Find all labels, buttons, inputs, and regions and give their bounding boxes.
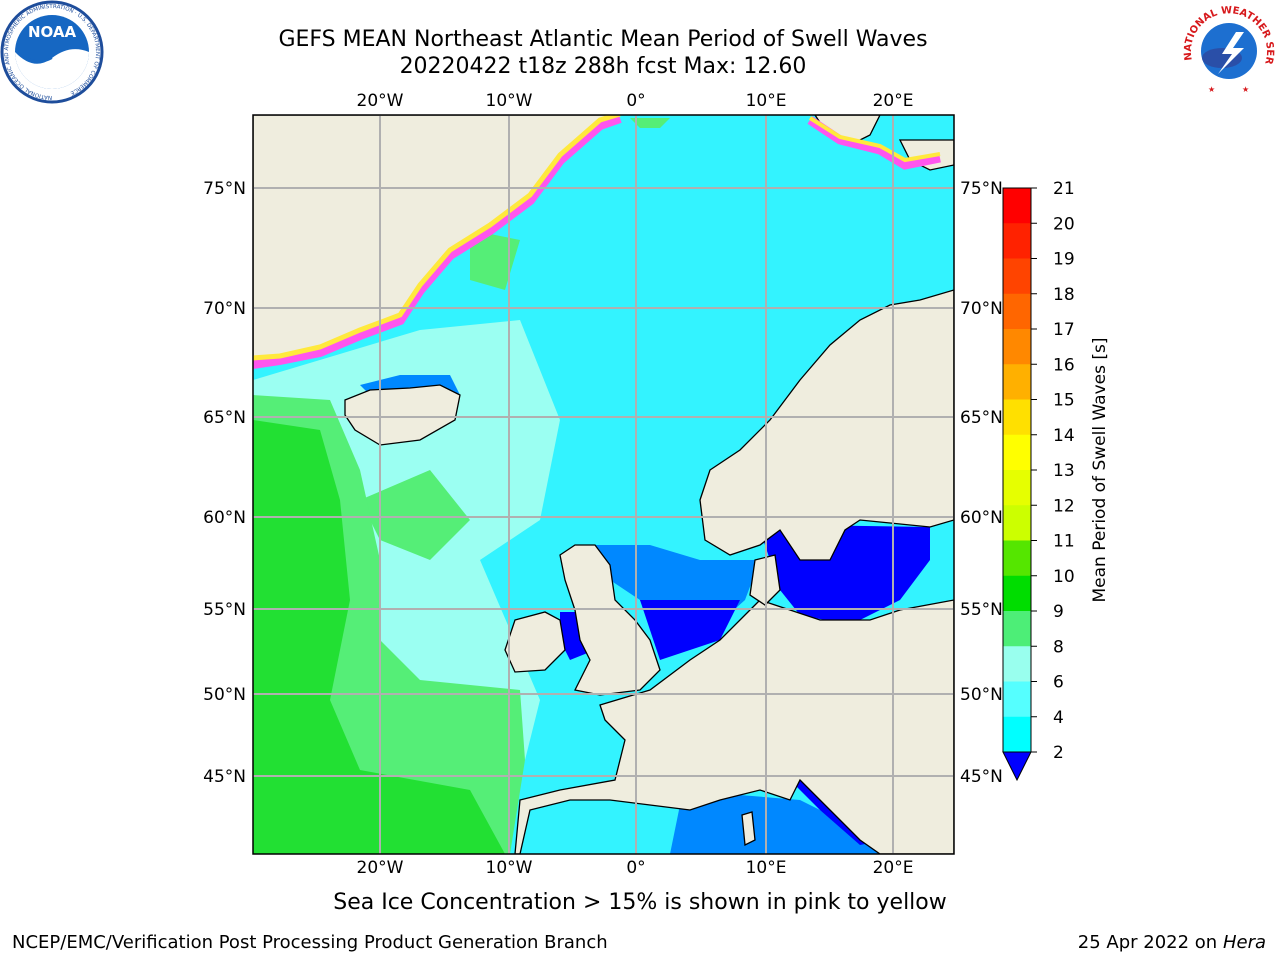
sea-ice-edge-svalbard (807, 116, 941, 170)
footer-credit: NCEP/EMC/Verification Post Processing Pr… (12, 932, 608, 953)
footer-machine: Hera (1222, 932, 1266, 953)
lon-label-top: 10°E (746, 91, 787, 111)
noaa-logo-text: NOAA (28, 23, 77, 41)
colorbar-tick-label: 19 (1053, 250, 1075, 270)
footer-date: 25 Apr 2022 on Hera (1078, 932, 1266, 953)
chart-title: GEFS MEAN Northeast Atlantic Mean Period… (278, 27, 928, 52)
lat-label-left: 55°N (203, 600, 246, 620)
colorbar-tick-label: 6 (1053, 673, 1064, 693)
colorbar-band (1003, 505, 1031, 541)
colorbar: 21 20 19 18 17 16 15 14 13 12 11 10 9 8 6 4 2 Mean Perio… (1002, 179, 1110, 782)
colorbar-tick-label: 15 (1053, 391, 1075, 411)
lat-label-right: 55°N (960, 600, 1003, 620)
colorbar-band (1003, 399, 1031, 436)
colorbar-under-arrow (1002, 751, 1032, 782)
colorbar-tick-label: 14 (1053, 426, 1075, 446)
sea-ice-edge-svalbard-inner (808, 116, 941, 163)
chart-subtitle: 20220422 t18z 288h fcst Max: 12.60 (399, 54, 807, 79)
sea-ice-edge-inner (253, 115, 621, 361)
colorbar-tick-label: 13 (1053, 461, 1075, 481)
lat-label-right: 60°N (960, 508, 1003, 528)
colorbar-label: Mean Period of Swell Waves [s] (1090, 338, 1110, 603)
colorbar-band (1003, 223, 1031, 259)
lat-label-right: 70°N (960, 299, 1003, 319)
lat-label-left: 75°N (203, 179, 246, 199)
map-plot-area (253, 115, 954, 854)
colorbar-band (1003, 434, 1031, 471)
colorbar-band (1003, 258, 1031, 295)
swell-patch (360, 470, 470, 560)
colorbar-tick-label: 16 (1053, 355, 1075, 375)
swell-green-region (253, 420, 505, 854)
colorbar-bands (1003, 188, 1031, 753)
colorbar-tick-label: 20 (1053, 214, 1075, 234)
colorbar-tick-label: 4 (1053, 708, 1064, 728)
colorbar-tick-label: 21 (1053, 179, 1075, 199)
swell-blue-med (670, 795, 900, 854)
swell-patch (470, 230, 520, 290)
lat-label-left: 70°N (203, 299, 246, 319)
colorbar-band (1003, 646, 1031, 682)
lon-label-top: 20°W (357, 91, 404, 111)
colorbar-band (1003, 611, 1031, 647)
land-scandinavia (699, 289, 954, 561)
lat-label-left: 50°N (203, 685, 246, 705)
lat-label-left: 45°N (203, 767, 246, 787)
lon-label-bottom: 0° (626, 858, 645, 878)
land-corsica (741, 811, 756, 847)
colorbar-tick-label: 12 (1053, 496, 1075, 516)
lat-label-left: 65°N (203, 408, 246, 428)
lon-label-bottom: 10°W (486, 858, 533, 878)
colorbar-band (1003, 540, 1031, 577)
lon-label-top: 20°E (873, 91, 914, 111)
lat-label-right: 75°N (960, 179, 1003, 199)
map-frame (252, 114, 955, 855)
lon-label-bottom: 10°E (746, 858, 787, 878)
svg-text:★: ★ (1208, 85, 1215, 94)
colorbar-tick-label: 17 (1053, 320, 1075, 340)
colorbar-band (1003, 575, 1031, 612)
graticule (253, 115, 954, 854)
sea-ice-note: Sea Ice Concentration > 15% is shown in … (333, 890, 947, 915)
colorbar-tick-label: 18 (1053, 285, 1075, 305)
colorbar-band (1003, 470, 1031, 506)
colorbar-band (1003, 188, 1031, 224)
lon-label-top: 10°W (486, 91, 533, 111)
noaa-logo: NOAA NATIONAL OCEANIC AND ATMOSPHERIC AD… (0, 0, 104, 104)
land-iceland (344, 384, 461, 446)
swell-patch (630, 118, 670, 128)
lon-label-top: 0° (626, 91, 645, 111)
lat-label-right: 65°N (960, 408, 1003, 428)
lon-label-bottom: 20°W (357, 858, 404, 878)
colorbar-tick-label: 8 (1053, 637, 1064, 657)
colorbar-tick-label: 11 (1053, 532, 1075, 552)
colorbar-tick-label: 2 (1053, 743, 1064, 763)
colorbar-band (1003, 364, 1031, 400)
colorbar-tick-label: 10 (1053, 567, 1075, 587)
colorbar-ticks: 21 20 19 18 17 16 15 14 13 12 11 10 9 8 6 4 2 (1031, 179, 1075, 763)
lat-label-right: 45°N (960, 767, 1003, 787)
colorbar-band (1003, 329, 1031, 365)
land-ireland (504, 611, 566, 673)
footer-date-text: 25 Apr 2022 on (1077, 932, 1218, 953)
svg-text:★: ★ (1242, 85, 1249, 94)
swell-darkblue-northsea (640, 600, 740, 660)
lat-label-right: 50°N (960, 685, 1003, 705)
sea-ice-edge (253, 115, 622, 369)
colorbar-band (1003, 681, 1031, 718)
lon-label-bottom: 20°E (873, 858, 914, 878)
colorbar-band (1003, 293, 1031, 330)
colorbar-band (1003, 716, 1031, 753)
colorbar-tick-label: 9 (1053, 602, 1064, 622)
lat-label-left: 60°N (203, 508, 246, 528)
nws-logo: NATIONAL WEATHER SERVICE ★ ★ (1178, 0, 1278, 100)
